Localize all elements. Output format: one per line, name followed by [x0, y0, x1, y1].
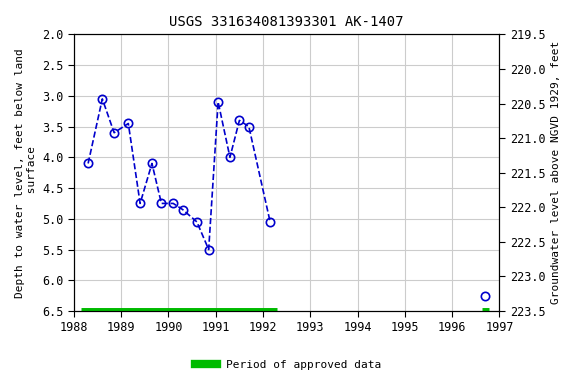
Y-axis label: Depth to water level, feet below land
 surface: Depth to water level, feet below land su…: [15, 48, 37, 298]
Title: USGS 331634081393301 AK-1407: USGS 331634081393301 AK-1407: [169, 15, 404, 29]
Y-axis label: Groundwater level above NGVD 1929, feet: Groundwater level above NGVD 1929, feet: [551, 41, 561, 304]
Legend: Period of approved data: Period of approved data: [191, 356, 385, 375]
